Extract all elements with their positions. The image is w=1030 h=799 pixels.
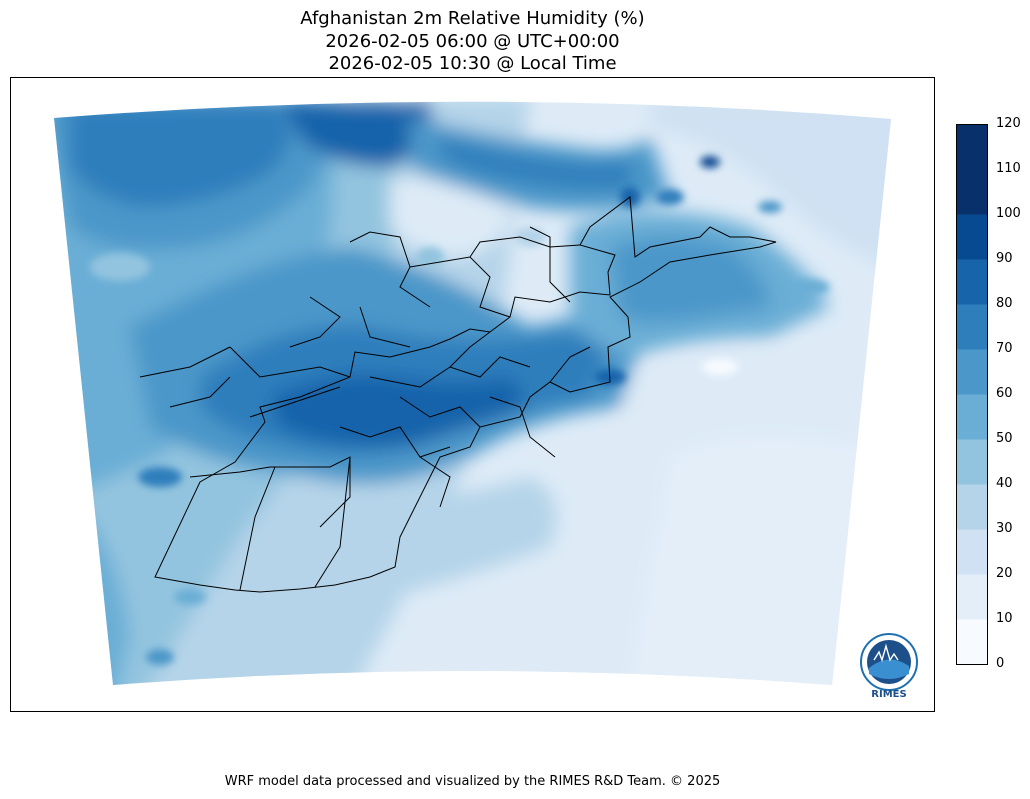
colorbar-cell xyxy=(956,259,988,305)
colorbar-tick-label: 10 xyxy=(996,611,1013,626)
colorbar-cell xyxy=(956,394,988,440)
colorbar-cell xyxy=(956,124,988,170)
colorbar-tick-label: 110 xyxy=(996,161,1021,176)
footer-credit: WRF model data processed and visualized … xyxy=(224,774,721,789)
colorbar-cell xyxy=(956,619,988,665)
colorbar-tick-label: 80 xyxy=(996,296,1013,311)
utc-time: 2026-02-05 06:00 @ UTC+00:00 xyxy=(325,31,620,52)
province-boundaries xyxy=(139,196,777,593)
map-title: Afghanistan 2m Relative Humidity (%) xyxy=(300,8,645,29)
colorbar-cell xyxy=(956,169,988,215)
colorbar-tick-label: 120 xyxy=(996,116,1021,131)
colorbar-cell xyxy=(956,214,988,260)
local-time: 2026-02-05 10:30 @ Local Time xyxy=(328,53,617,74)
colorbar-tick-label: 90 xyxy=(996,251,1013,266)
humidity-map xyxy=(54,101,891,685)
colorbar-cell xyxy=(956,349,988,395)
colorbar-tick-label: 20 xyxy=(996,566,1013,581)
colorbar-cell xyxy=(956,439,988,485)
colorbar-tick-label: 50 xyxy=(996,431,1013,446)
colorbar-cell xyxy=(956,529,988,575)
colorbar-cell xyxy=(956,304,988,350)
logo-text: RIMES xyxy=(871,689,906,700)
colorbar-tick-label: 0 xyxy=(996,656,1005,671)
colorbar-tick-label: 60 xyxy=(996,386,1013,401)
colorbar-tick-label: 70 xyxy=(996,341,1013,356)
rimes-logo: RIMES xyxy=(860,633,918,700)
colorbar xyxy=(956,124,988,665)
colorbar-tick-label: 30 xyxy=(996,521,1013,536)
colorbar-tick-label: 100 xyxy=(996,206,1021,221)
colorbar-tick-label: 40 xyxy=(996,476,1013,491)
colorbar-cell xyxy=(956,574,988,620)
humidity-field xyxy=(54,101,891,685)
colorbar-cell xyxy=(956,484,988,530)
